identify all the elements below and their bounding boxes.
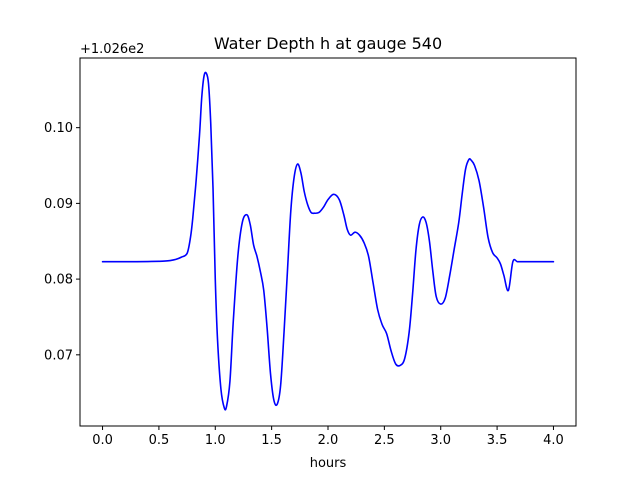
- x-tick-label: 2.5: [374, 433, 395, 448]
- x-tick-label: 0.0: [92, 433, 113, 448]
- y-tick-label: 0.07: [44, 348, 73, 363]
- x-tick-label: 4.0: [543, 433, 564, 448]
- x-axis-label: hours: [310, 456, 347, 471]
- y-offset-label: +1.026e2: [80, 42, 144, 57]
- x-tick-label: 3.0: [430, 433, 451, 448]
- x-tick-label: 1.0: [205, 433, 226, 448]
- y-tick-label: 0.10: [44, 121, 73, 136]
- x-axis-ticks: 0.0 0.5 1.0 1.5 2.0 2.5 3.0 3.5 4.0: [92, 426, 564, 448]
- x-tick-label: 3.5: [487, 433, 508, 448]
- y-tick-label: 0.09: [44, 197, 73, 212]
- y-axis-ticks: 0.07 0.08 0.09 0.10: [44, 121, 80, 363]
- x-tick-label: 0.5: [149, 433, 170, 448]
- x-tick-label: 2.0: [318, 433, 339, 448]
- series-layer: [101, 71, 555, 411]
- plot-frame: [79, 57, 577, 427]
- y-tick-label: 0.08: [44, 273, 73, 288]
- chart-title: Water Depth h at gauge 540: [214, 34, 442, 53]
- x-tick-label: 1.5: [261, 433, 282, 448]
- series-line-0: [101, 71, 555, 411]
